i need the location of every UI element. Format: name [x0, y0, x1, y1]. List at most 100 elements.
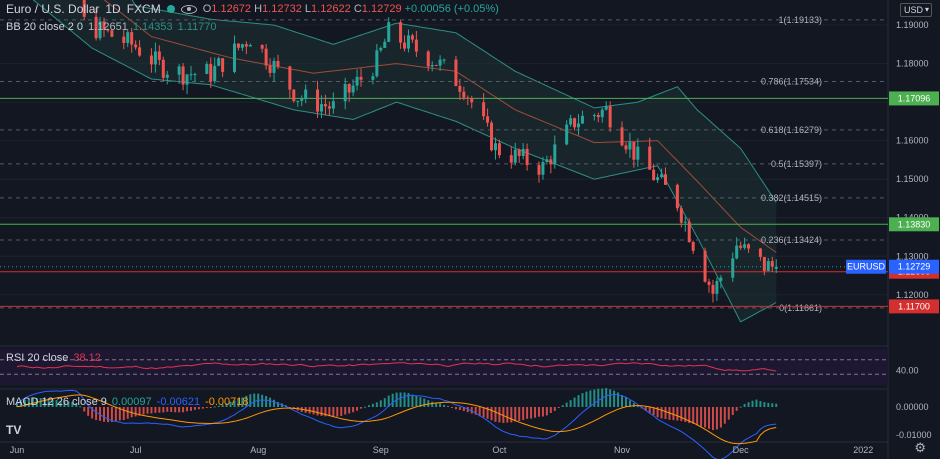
- macd-histogram-bar: [605, 388, 608, 407]
- candle-body: [292, 89, 296, 102]
- candle-body: [126, 32, 130, 43]
- price-axis-label: 1.16000: [896, 136, 929, 146]
- tradingview-logo-icon[interactable]: TV: [6, 423, 22, 437]
- macd-histogram-bar: [213, 406, 216, 408]
- candle-body: [181, 66, 185, 85]
- macd-histogram-bar: [458, 407, 461, 410]
- macd-histogram-bar: [340, 407, 343, 416]
- symbol-title[interactable]: Euro / U.S. Dollar: [6, 2, 100, 16]
- macd-histogram-bar: [573, 397, 576, 407]
- macd-histogram-bar: [363, 406, 366, 408]
- candle-body: [288, 66, 292, 90]
- candle-body: [343, 83, 347, 102]
- candle-body: [221, 58, 225, 72]
- gear-icon[interactable]: ⚙: [914, 440, 926, 455]
- candle-body: [442, 59, 446, 61]
- macd-histogram-bar: [387, 395, 390, 407]
- macd-legend[interactable]: MACD 12 26 close 9 0.00097 -0.00621 -0.0…: [6, 396, 249, 408]
- rsi-legend[interactable]: RSI 20 close 38.12: [6, 352, 101, 364]
- candle-body: [177, 66, 181, 75]
- macd-histogram-bar: [541, 407, 544, 417]
- macd-histogram-bar: [391, 393, 394, 407]
- macd-histogram-bar: [593, 389, 596, 407]
- macd-histogram-bar: [55, 400, 58, 407]
- candle-body: [244, 44, 248, 47]
- macd-histogram-bar: [656, 407, 659, 418]
- macd-histogram-bar: [450, 407, 453, 408]
- macd-histogram-bar: [759, 401, 762, 407]
- macd-histogram-bar: [241, 397, 244, 407]
- candle-body: [296, 100, 300, 102]
- candle-body: [205, 64, 209, 74]
- candle-body: [272, 60, 276, 73]
- macd-histogram-bar: [99, 407, 102, 421]
- candle-body: [276, 60, 280, 67]
- price-axis-label: 1.15000: [896, 174, 929, 184]
- macd-histogram-bar: [146, 407, 149, 414]
- symbol-legend[interactable]: Euro / U.S. Dollar 1D FXCM O1.12672 H1.1…: [6, 2, 499, 16]
- macd-histogram-bar: [253, 393, 256, 407]
- candle-body: [268, 65, 272, 73]
- symbol-interval[interactable]: 1D: [105, 2, 121, 16]
- macd-histogram-bar: [526, 407, 529, 419]
- candle-body: [414, 39, 418, 52]
- candle-body: [410, 35, 414, 40]
- macd-histogram-bar: [609, 389, 612, 407]
- macd-histogram-bar: [276, 402, 279, 407]
- macd-histogram-bar: [75, 403, 78, 407]
- macd-histogram-bar: [510, 407, 513, 423]
- macd-histogram-bar: [399, 392, 402, 407]
- candle-body: [497, 143, 501, 156]
- macd-histogram-bar: [237, 398, 240, 407]
- bollinger-upper-line: [131, 0, 777, 203]
- macd-histogram-bar: [332, 407, 335, 417]
- candle-body: [604, 106, 608, 110]
- candle-body: [165, 74, 169, 78]
- candle-body: [430, 65, 434, 67]
- candle-body: [189, 74, 193, 76]
- bb-legend[interactable]: BB 20 close 2 0 1.12651 1.14353 1.11770: [6, 21, 217, 33]
- macd-histogram-bar: [348, 407, 351, 414]
- macd-histogram-bar: [704, 407, 707, 428]
- macd-histogram-bar: [711, 407, 714, 431]
- candle-body: [608, 106, 612, 128]
- candle-body: [549, 159, 553, 165]
- macd-histogram-bar: [166, 407, 169, 412]
- macd-histogram-bar: [486, 407, 489, 419]
- macd-histogram-bar: [672, 407, 675, 421]
- macd-histogram-bar: [692, 407, 695, 424]
- macd-histogram-bar: [735, 407, 738, 411]
- candle-body: [513, 149, 517, 163]
- macd-histogram-bar: [122, 407, 125, 421]
- macd-histogram-bar: [597, 388, 600, 407]
- macd-histogram-bar: [118, 407, 121, 421]
- candle-body: [525, 148, 529, 166]
- candle-body: [569, 118, 573, 125]
- macd-histogram-bar: [613, 390, 616, 407]
- candle-body: [82, 0, 86, 17]
- macd-histogram-bar: [197, 407, 200, 410]
- candle-body: [149, 55, 153, 65]
- candle-body: [403, 42, 407, 49]
- eye-icon[interactable]: [180, 4, 197, 14]
- macd-histogram-bar: [739, 406, 742, 408]
- market-status-icon: [166, 5, 175, 13]
- currency-button[interactable]: USD: [900, 3, 932, 17]
- macd-histogram-bar: [431, 401, 434, 407]
- candle-body: [731, 258, 735, 278]
- ticker-badge-label: EURUSD: [847, 262, 886, 272]
- price-tag: [889, 91, 939, 106]
- candle-body: [565, 124, 569, 145]
- candle-body: [240, 44, 244, 48]
- candle-body: [379, 47, 383, 51]
- candle-body: [679, 208, 683, 223]
- candle-body: [687, 221, 691, 243]
- candle-body: [517, 149, 521, 157]
- macd-histogram-bar: [79, 406, 82, 408]
- macd-histogram-bar: [344, 407, 347, 415]
- macd-histogram-bar: [23, 399, 26, 407]
- macd-histogram-bar: [83, 407, 86, 412]
- candle-body: [359, 76, 363, 80]
- macd-histogram-bar: [569, 400, 572, 407]
